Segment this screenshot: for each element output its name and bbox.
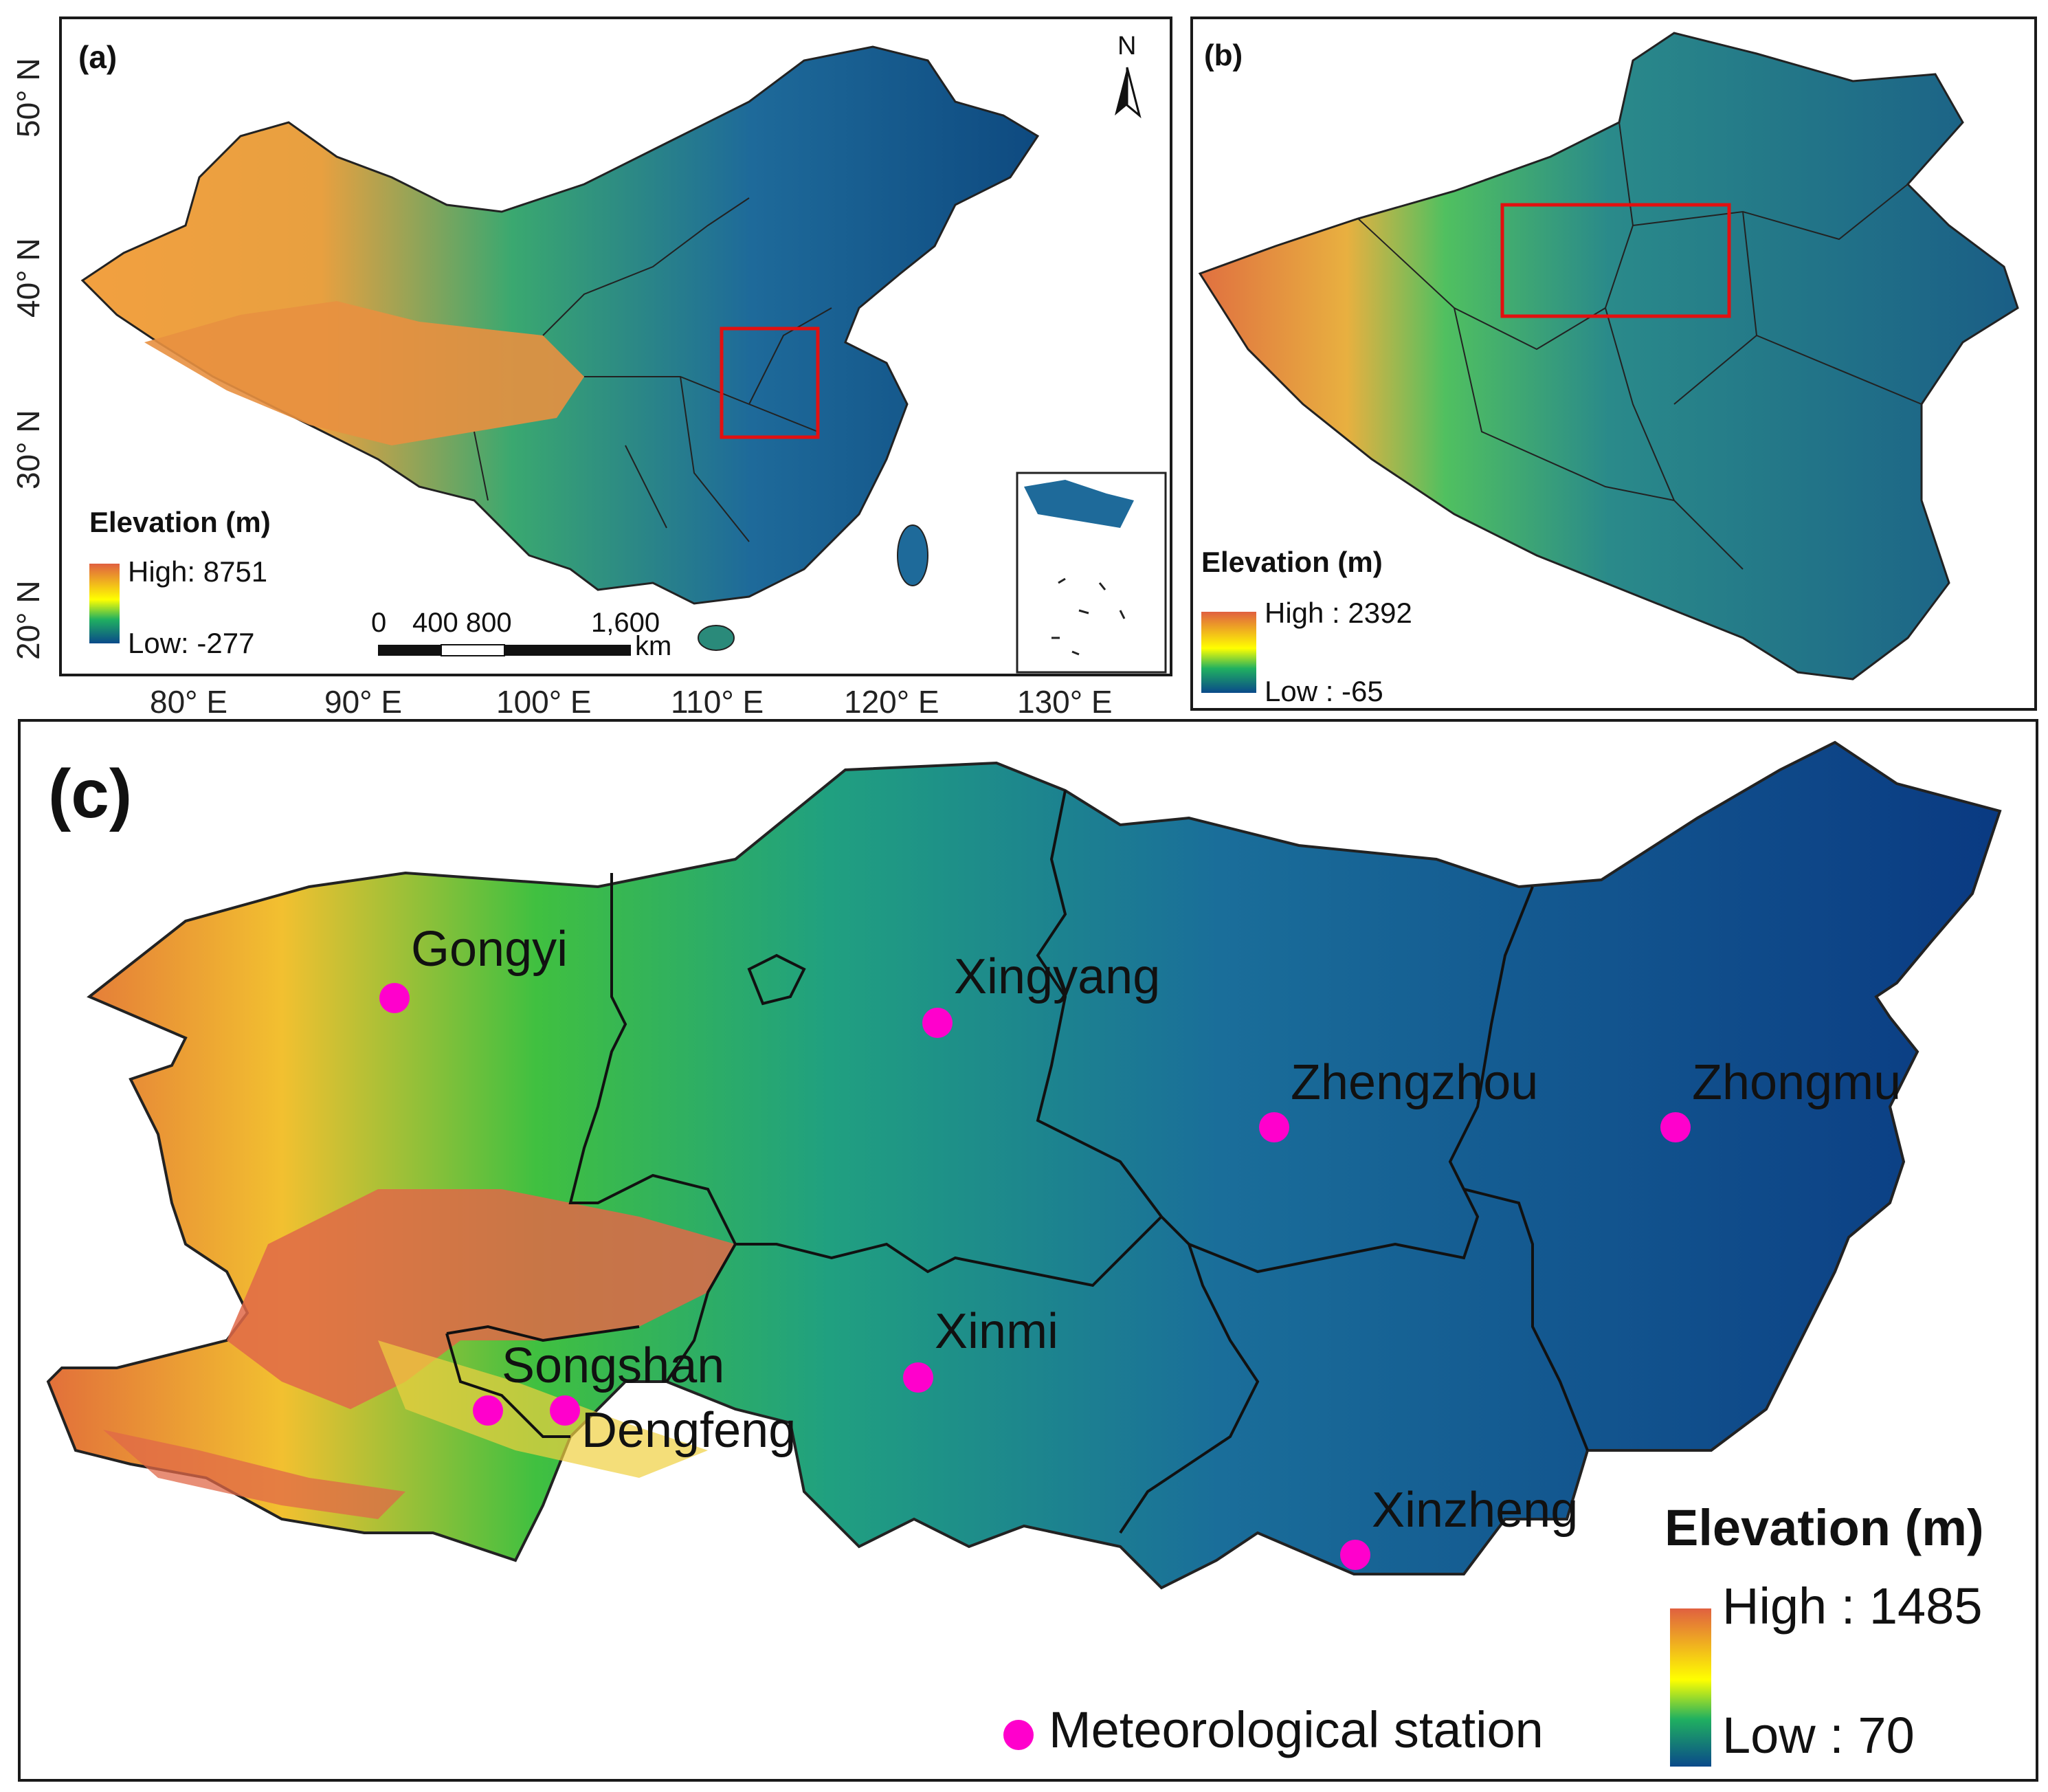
tibet-plateau [144, 301, 584, 445]
lon-tick-130: 130° E [1017, 684, 1113, 720]
lat-tick-50: 50° N [10, 58, 46, 137]
legend-a-colorbar [89, 564, 120, 643]
station-label-xingyang: Xingyang [954, 949, 1161, 1004]
station-dot-xinzheng [1340, 1540, 1370, 1570]
legend-c-colorbar [1670, 1608, 1711, 1767]
north-label: N [1117, 32, 1137, 60]
panel-b-label: (b) [1204, 38, 1243, 72]
lon-tick-100: 100° E [496, 684, 592, 720]
lon-tick-120: 120° E [844, 684, 939, 720]
panel-b-henan-map: (b) Elevation (m) High : 2392 Low : -65 [1190, 16, 2037, 711]
station-legend-label: Meteorological station [1049, 1701, 1544, 1758]
songshan-highlands [227, 1189, 735, 1409]
border-xinmi-xinzheng [1119, 1243, 1260, 1534]
border-xinmi-zhengzhou [1160, 1188, 1480, 1274]
station-label-songshan: Songshan [502, 1338, 725, 1393]
station-dot-zhengzhou [1259, 1112, 1289, 1142]
station-dot-gongyi [379, 983, 410, 1013]
station-dot-dengfeng [550, 1395, 580, 1426]
station-dot-zhongmu [1660, 1112, 1691, 1142]
study-area-box [720, 327, 820, 439]
legend-b-high: High : 2392 [1265, 597, 1412, 629]
legend-c-high: High : 1485 [1722, 1578, 1983, 1635]
border-xingyang-zhengzhou [1036, 790, 1163, 1218]
station-label-xinmi: Xinmi [935, 1304, 1059, 1359]
legend-b-title: Elevation (m) [1201, 546, 1383, 578]
study-area-elevation-map [46, 740, 2002, 1767]
station-label-xinzheng: Xinzheng [1372, 1483, 1579, 1538]
panel-c-label: (c) [48, 755, 133, 832]
legend-b-colorbar [1201, 612, 1256, 693]
station-legend-dot [1003, 1720, 1034, 1750]
henan-elevation-map [1198, 32, 2019, 693]
china-elevation-map [80, 45, 1167, 674]
lon-tick-90: 90° E [324, 684, 403, 720]
scale-label-1600: 1,600 [591, 608, 660, 638]
scale-label-400-800: 400 800 [412, 608, 512, 638]
station-dot-xingyang [922, 1008, 953, 1038]
station-label-gongyi: Gongyi [411, 922, 568, 977]
china-land [80, 45, 1040, 605]
lat-tick-40: 40° N [10, 238, 46, 318]
henan-land [1198, 32, 2019, 681]
lat-tick-20: 20° N [10, 580, 46, 660]
border-dengfeng-xinmi [665, 1215, 1163, 1383]
scale-bar [378, 644, 631, 656]
legend-c-title: Elevation (m) [1665, 1499, 1984, 1556]
station-label-zhengzhou: Zhengzhou [1291, 1055, 1539, 1110]
scale-unit: km [635, 631, 672, 661]
enclave [747, 953, 806, 1006]
station-label-dengfeng: Dengfeng [581, 1403, 797, 1458]
panel-a-label: (a) [78, 39, 118, 75]
study-area-box-b [1500, 203, 1731, 318]
lat-tick-30: 30° N [10, 410, 46, 489]
legend-a-title: Elevation (m) [89, 506, 271, 538]
border-dengfeng-west [445, 1333, 570, 1438]
lon-tick-80: 80° E [150, 684, 228, 720]
scale-label-0: 0 [371, 608, 387, 638]
station-dot-songshan [473, 1395, 503, 1426]
border-gongyi-xingyang [568, 873, 737, 1245]
legend-b-low: Low : -65 [1265, 675, 1383, 707]
north-arrow-icon [1115, 67, 1142, 119]
panel-a-china-map: (a) N Elevation (m) High: 8751 Low: -277… [59, 16, 1172, 676]
station-dot-xinmi [903, 1362, 933, 1393]
panel-c-study-area-map: (c) Gongyi Xingyang Zhengzhou Zhongmu Xi… [18, 719, 2038, 1782]
station-label-zhongmu: Zhongmu [1692, 1055, 1902, 1110]
legend-c-low: Low : 70 [1722, 1707, 1915, 1764]
legend-a-low: Low: -277 [128, 627, 255, 659]
border-songshan [446, 1325, 640, 1342]
legend-a-high: High: 8751 [128, 555, 268, 588]
study-area-land [46, 740, 2002, 1590]
lon-tick-110: 110° E [671, 684, 764, 720]
